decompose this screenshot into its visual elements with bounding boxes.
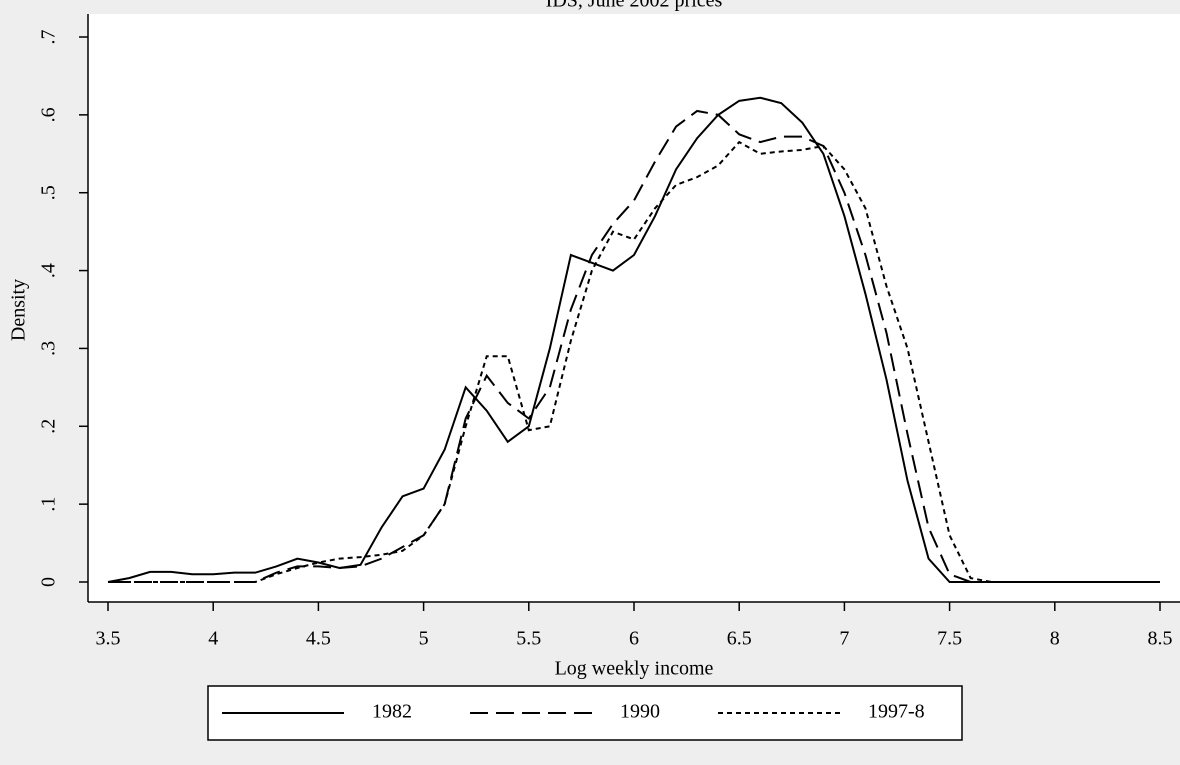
legend-label: 1990 [620,701,660,723]
y-tick-label: .5 [38,185,60,200]
y-tick-label: .3 [38,341,60,356]
y-tick-label: .6 [38,107,60,122]
y-tick-label: .1 [38,497,60,512]
series-line [108,109,1160,583]
x-axis-title: Log weekly income [555,658,714,680]
legend-label: 1982 [372,701,412,723]
legend-label: 1997-8 [868,701,925,723]
x-tick-label: 3.5 [96,628,121,650]
x-tick-label: 5 [419,628,429,650]
series-line [107,96,1160,583]
plot-area [88,14,1180,602]
x-tick-label: 6 [629,628,639,650]
y-tick-label: 0 [38,577,60,587]
x-tick-label: 8.5 [1148,628,1173,650]
x-tick-label: 5.5 [516,628,541,650]
chart-title: IDS, June 2002 prices [546,0,723,12]
x-tick-label: 7 [839,628,849,650]
x-tick-label: 4 [208,628,218,650]
y-axis-title: Density [8,279,30,341]
y-tick-label: .7 [38,30,60,45]
x-tick-label: 6.5 [727,628,752,650]
x-tick-label: 8 [1050,628,1060,650]
x-tick-label: 7.5 [937,628,962,650]
y-tick-label: .2 [38,419,60,434]
y-tick-label: .4 [38,263,60,278]
x-tick-label: 4.5 [306,628,331,650]
series-line [108,140,1160,583]
